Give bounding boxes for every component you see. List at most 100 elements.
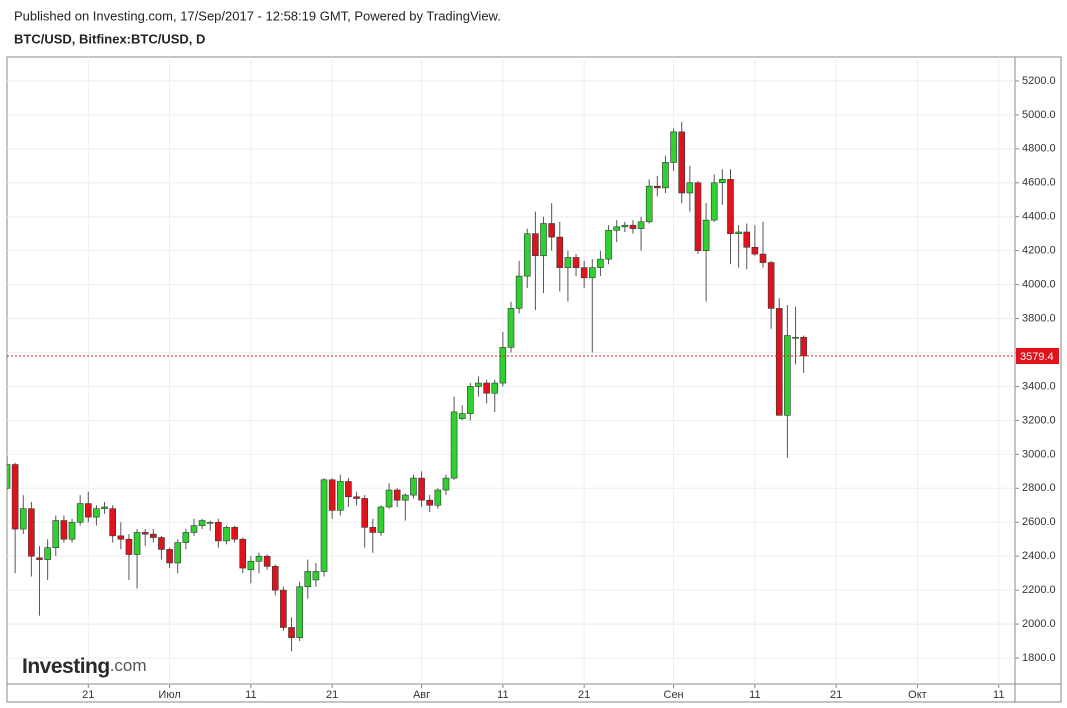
x-tick-label: 21	[830, 689, 842, 701]
candle-body	[198, 520, 206, 526]
candle-body	[393, 489, 401, 501]
candle-body	[271, 566, 279, 591]
axes: 1800.0 2000.0 2200.0 2400.0 2600.0 2800.0 3000…	[82, 75, 1059, 701]
candle-body	[507, 308, 515, 348]
candle-body	[751, 246, 759, 255]
candle-body	[784, 335, 791, 416]
candle-body	[174, 542, 182, 564]
x-tick-label: 11	[245, 689, 256, 701]
y-tick-label: 2400.0	[1022, 550, 1056, 562]
y-tick-label: 1800.0	[1022, 652, 1056, 664]
candle-body	[491, 382, 499, 394]
candle-body	[418, 477, 425, 501]
candle-body	[572, 257, 580, 268]
logo-main: Investing	[22, 655, 110, 678]
candle-body	[767, 262, 775, 309]
candle-body	[117, 535, 125, 540]
symbol-title: BTC/USD, Bitfinex:BTC/USD, D	[14, 31, 205, 46]
y-tick-label: 3000.0	[1022, 448, 1056, 460]
candle-body	[101, 506, 108, 509]
chart-frame	[6, 56, 1062, 703]
candle-body	[166, 549, 173, 564]
candle-body	[109, 508, 116, 537]
y-tick-label: 4600.0	[1022, 177, 1056, 189]
candle-body	[410, 477, 417, 496]
candle-body	[304, 571, 312, 588]
candle-body	[426, 499, 434, 506]
candle-body	[719, 179, 726, 184]
candle-body	[654, 185, 661, 189]
candle-body	[580, 267, 588, 279]
last-price-label: 3579.4	[1020, 351, 1054, 363]
candle-body	[84, 503, 92, 518]
candle-body	[402, 494, 409, 501]
logo-suffix: .com	[110, 656, 147, 675]
candle-body	[678, 131, 686, 194]
candle-body	[133, 532, 141, 555]
candle-body	[564, 257, 572, 268]
y-tick-label: 2800.0	[1022, 482, 1056, 494]
candle-body	[467, 386, 474, 414]
candle-body	[727, 179, 734, 234]
candle-body	[263, 555, 271, 567]
candle-body	[182, 532, 190, 543]
x-tick-label: Авг	[413, 689, 430, 701]
y-tick-label: 2000.0	[1022, 618, 1056, 630]
candle-body	[68, 521, 76, 540]
x-tick-label: 11	[749, 689, 760, 701]
candle-body	[662, 162, 669, 189]
candle-body	[345, 481, 352, 498]
candle-body	[150, 533, 157, 538]
candle-body	[93, 508, 100, 518]
candle-body	[523, 233, 531, 277]
candle-body	[588, 267, 596, 279]
x-tick-label: 11	[497, 689, 508, 701]
candle-body	[613, 226, 620, 231]
candle-body	[483, 382, 490, 394]
candle-body	[336, 481, 344, 511]
candle-body	[215, 521, 222, 542]
y-tick-label: 3200.0	[1022, 414, 1056, 426]
candle-body	[735, 231, 742, 234]
candle-body	[28, 508, 35, 557]
y-tick-label: 2600.0	[1022, 516, 1056, 528]
candle-body	[556, 236, 564, 268]
candle-body	[190, 525, 198, 533]
grid	[7, 57, 1015, 684]
candle-body	[792, 336, 799, 339]
candle-body	[223, 527, 230, 542]
candle-body	[670, 131, 677, 163]
x-tick-label: 21	[326, 689, 338, 701]
y-tick-label: 3400.0	[1022, 380, 1056, 392]
candle-body	[36, 557, 43, 560]
candle-body	[540, 223, 547, 257]
candle-body	[353, 496, 360, 499]
candle-body	[19, 508, 27, 530]
candle-body	[442, 477, 450, 491]
candle-body	[515, 275, 523, 309]
y-tick-label: 4200.0	[1022, 245, 1056, 257]
y-tick-label: 2200.0	[1022, 584, 1056, 596]
candle-body	[141, 532, 149, 535]
candle-body	[686, 182, 694, 194]
candles	[7, 121, 1015, 652]
candle-body	[361, 498, 368, 528]
logo: Investing.com	[22, 655, 147, 678]
candle-body	[320, 479, 328, 572]
candle-body	[7, 464, 11, 489]
candle-body	[605, 229, 612, 260]
candle-body	[312, 571, 320, 581]
candle-body	[288, 627, 295, 638]
y-tick-label: 4400.0	[1022, 211, 1056, 223]
candle-body	[377, 506, 385, 533]
candle-body	[76, 503, 84, 523]
candle-body	[710, 182, 718, 221]
candle-body	[11, 464, 19, 530]
x-tick-label: 21	[82, 689, 94, 701]
candle-body	[280, 589, 287, 628]
candle-body	[239, 538, 247, 569]
candle-body	[637, 221, 645, 229]
candle-body	[532, 233, 539, 257]
candle-body	[621, 224, 629, 228]
